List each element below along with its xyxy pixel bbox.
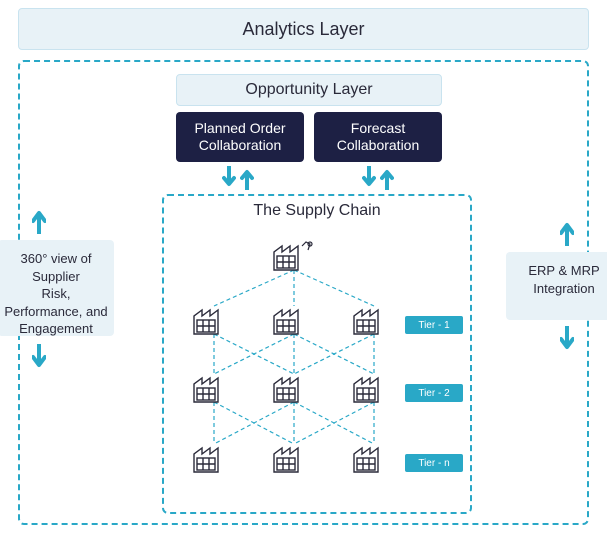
forecast-label: Forecast Collaboration: [320, 120, 436, 155]
planned-order-box: Planned Order Collaboration: [176, 112, 304, 162]
tier-2-label: Tier - 2: [418, 388, 449, 399]
factory-icon: [352, 298, 396, 336]
tier-1-label: Tier - 1: [418, 320, 449, 331]
arrow-down-icon: [32, 344, 46, 370]
arrow-down-icon: [560, 326, 574, 352]
tier-n-label: Tier - n: [418, 458, 449, 469]
arrow-down-icon: [362, 166, 376, 190]
supply-chain-title: The Supply Chain: [162, 202, 472, 220]
factory-icon: [272, 298, 316, 336]
factory-icon: [352, 436, 396, 474]
arrow-down-icon: [222, 166, 236, 190]
factory-icon: [192, 298, 236, 336]
bidir-arrows-left: [222, 166, 254, 190]
arrow-up-icon: [32, 208, 46, 234]
factory-icon: [352, 366, 396, 404]
right-side-label: ERP & MRP Integration: [528, 263, 599, 296]
left-side-panel: 360° view of Supplier Risk, Performance,…: [0, 240, 114, 336]
supply-chain-diagram: Analytics Layer Opportunity Layer Planne…: [8, 8, 599, 529]
right-side-panel: ERP & MRP Integration: [506, 252, 607, 320]
opportunity-layer-bar: Opportunity Layer: [176, 74, 442, 106]
factory-icon: [272, 366, 316, 404]
analytics-layer-label: Analytics Layer: [242, 19, 364, 40]
opportunity-layer-label: Opportunity Layer: [245, 81, 372, 99]
bidir-arrows-right: [362, 166, 394, 190]
factory-icon: [192, 436, 236, 474]
arrow-up-icon: [560, 220, 574, 246]
factory-icon: [272, 234, 316, 272]
tier-1-pill: Tier - 1: [405, 316, 463, 334]
planned-order-label: Planned Order Collaboration: [182, 120, 298, 155]
analytics-layer-bar: Analytics Layer: [18, 8, 589, 50]
forecast-box: Forecast Collaboration: [314, 112, 442, 162]
tier-n-pill: Tier - n: [405, 454, 463, 472]
left-side-label: 360° view of Supplier Risk, Performance,…: [4, 251, 107, 336]
tier-2-pill: Tier - 2: [405, 384, 463, 402]
arrow-up-icon: [380, 166, 394, 190]
factory-icon: [272, 436, 316, 474]
factory-icon: [192, 366, 236, 404]
arrow-up-icon: [240, 166, 254, 190]
